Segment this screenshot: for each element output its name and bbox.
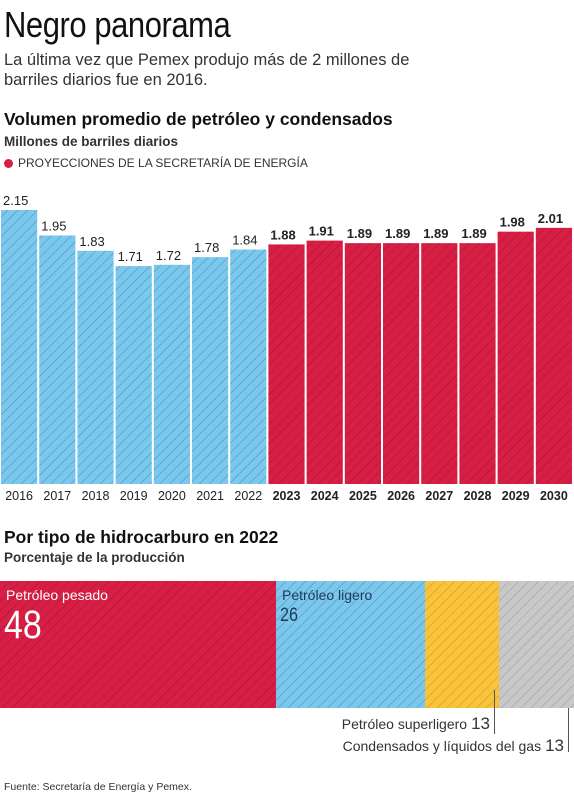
- source-note: Fuente: Secretaría de Energía y Pemex.: [4, 781, 192, 793]
- value-label-2028: 1.89: [461, 226, 486, 241]
- superligero-label: Petróleo superligero 13: [342, 714, 490, 734]
- bar-2023: [268, 244, 305, 484]
- tick-label-2023: 2023: [273, 489, 301, 503]
- bar-2020: [153, 264, 190, 484]
- value-label-2020: 1.72: [156, 248, 181, 263]
- tick-label-2016: 2016: [5, 489, 33, 503]
- leader-superligero: [494, 690, 495, 734]
- value-label-2019: 1.71: [118, 249, 143, 264]
- segment-ligero-fill: [276, 581, 425, 708]
- stacked-bar: Petróleo pesado 48 Petróleo ligero 26: [0, 581, 574, 708]
- value-label-2029: 1.98: [500, 215, 525, 230]
- bar-2026: [383, 243, 420, 484]
- bar-chart-unit: Millones de barriles diarios: [4, 134, 179, 149]
- segment-condensados: [499, 581, 574, 708]
- value-label-2024: 1.91: [309, 224, 334, 239]
- condensados-label: Condensados y líquidos del gas 13: [343, 736, 564, 756]
- legend-swatch: [4, 158, 13, 168]
- segment-pesado-fill: [0, 581, 276, 708]
- page-title: Negro panorama: [4, 4, 231, 45]
- superligero-value: 13: [471, 714, 490, 733]
- segment-pesado: Petróleo pesado 48: [0, 581, 276, 708]
- segment-ligero-label: Petróleo ligero: [282, 587, 373, 603]
- value-label-2025: 1.89: [347, 226, 372, 241]
- page-subtitle: La última vez que Pemex produjo más de 2…: [4, 51, 410, 89]
- bar-2021: [192, 257, 229, 484]
- bar-2016: [1, 210, 38, 484]
- segment-pesado-label: Petróleo pesado: [6, 587, 108, 603]
- tick-label-2020: 2020: [158, 489, 186, 503]
- tick-label-2030: 2030: [540, 489, 568, 503]
- tick-label-2018: 2018: [82, 489, 110, 503]
- bar-2030: [535, 227, 572, 484]
- bar-2022: [230, 249, 267, 484]
- tick-label-2028: 2028: [464, 489, 492, 503]
- condensados-name: Condensados y líquidos del gas: [342, 738, 542, 754]
- tick-label-2022: 2022: [234, 489, 262, 503]
- bar-chart-title: Volumen promedio de petróleo y condensad…: [4, 109, 393, 129]
- superligero-name: Petróleo superligero: [341, 716, 468, 732]
- tick-label-2026: 2026: [387, 489, 415, 503]
- condensados-value: 13: [545, 736, 564, 755]
- bar-2025: [344, 243, 381, 484]
- legend: PROYECCIONES DE LA SECRETARÍA DE ENERGÍA: [4, 156, 308, 170]
- stack-chart-unit: Porcentaje de la producción: [4, 550, 185, 565]
- tick-label-2029: 2029: [502, 489, 530, 503]
- leader-condensados: [568, 708, 569, 752]
- tick-label-2024: 2024: [311, 489, 339, 503]
- segment-superligero-fill: [425, 581, 499, 708]
- value-label-2018: 1.83: [79, 234, 104, 249]
- tick-label-2017: 2017: [43, 489, 71, 503]
- value-label-2022: 1.84: [232, 233, 257, 248]
- tick-label-2019: 2019: [120, 489, 148, 503]
- legend-label: PROYECCIONES DE LA SECRETARÍA DE ENERGÍA: [18, 156, 308, 170]
- tick-label-2025: 2025: [349, 489, 377, 503]
- value-label-2017: 1.95: [41, 218, 66, 233]
- tick-label-2027: 2027: [425, 489, 453, 503]
- value-label-2026: 1.89: [385, 226, 410, 241]
- bar-2028: [459, 243, 496, 484]
- bar-2017: [39, 235, 76, 484]
- bar-2024: [306, 240, 343, 484]
- bar-2029: [497, 231, 534, 484]
- segment-pesado-value: 48: [4, 603, 42, 647]
- value-label-2027: 1.89: [423, 226, 448, 241]
- value-label-2023: 1.88: [270, 227, 295, 242]
- segment-ligero: Petróleo ligero 26: [276, 581, 425, 708]
- value-label-2030: 2.01: [538, 211, 563, 226]
- value-label-2021: 1.78: [194, 240, 219, 255]
- segment-superligero: [425, 581, 499, 708]
- segment-condensados-fill: [499, 581, 574, 708]
- tick-label-2021: 2021: [196, 489, 224, 503]
- bar-2018: [77, 250, 114, 484]
- segment-ligero-value: 26: [280, 605, 298, 626]
- bar-2027: [421, 243, 458, 484]
- bar-2019: [115, 266, 152, 484]
- value-label-2016: 2.15: [3, 193, 28, 208]
- bar-chart: 2.15 2016 1.95 2017 1.83 2018 1.71 2019 1.72 2020…: [1, 193, 572, 503]
- stack-chart-title: Por tipo de hidrocarburo en 2022: [4, 527, 279, 547]
